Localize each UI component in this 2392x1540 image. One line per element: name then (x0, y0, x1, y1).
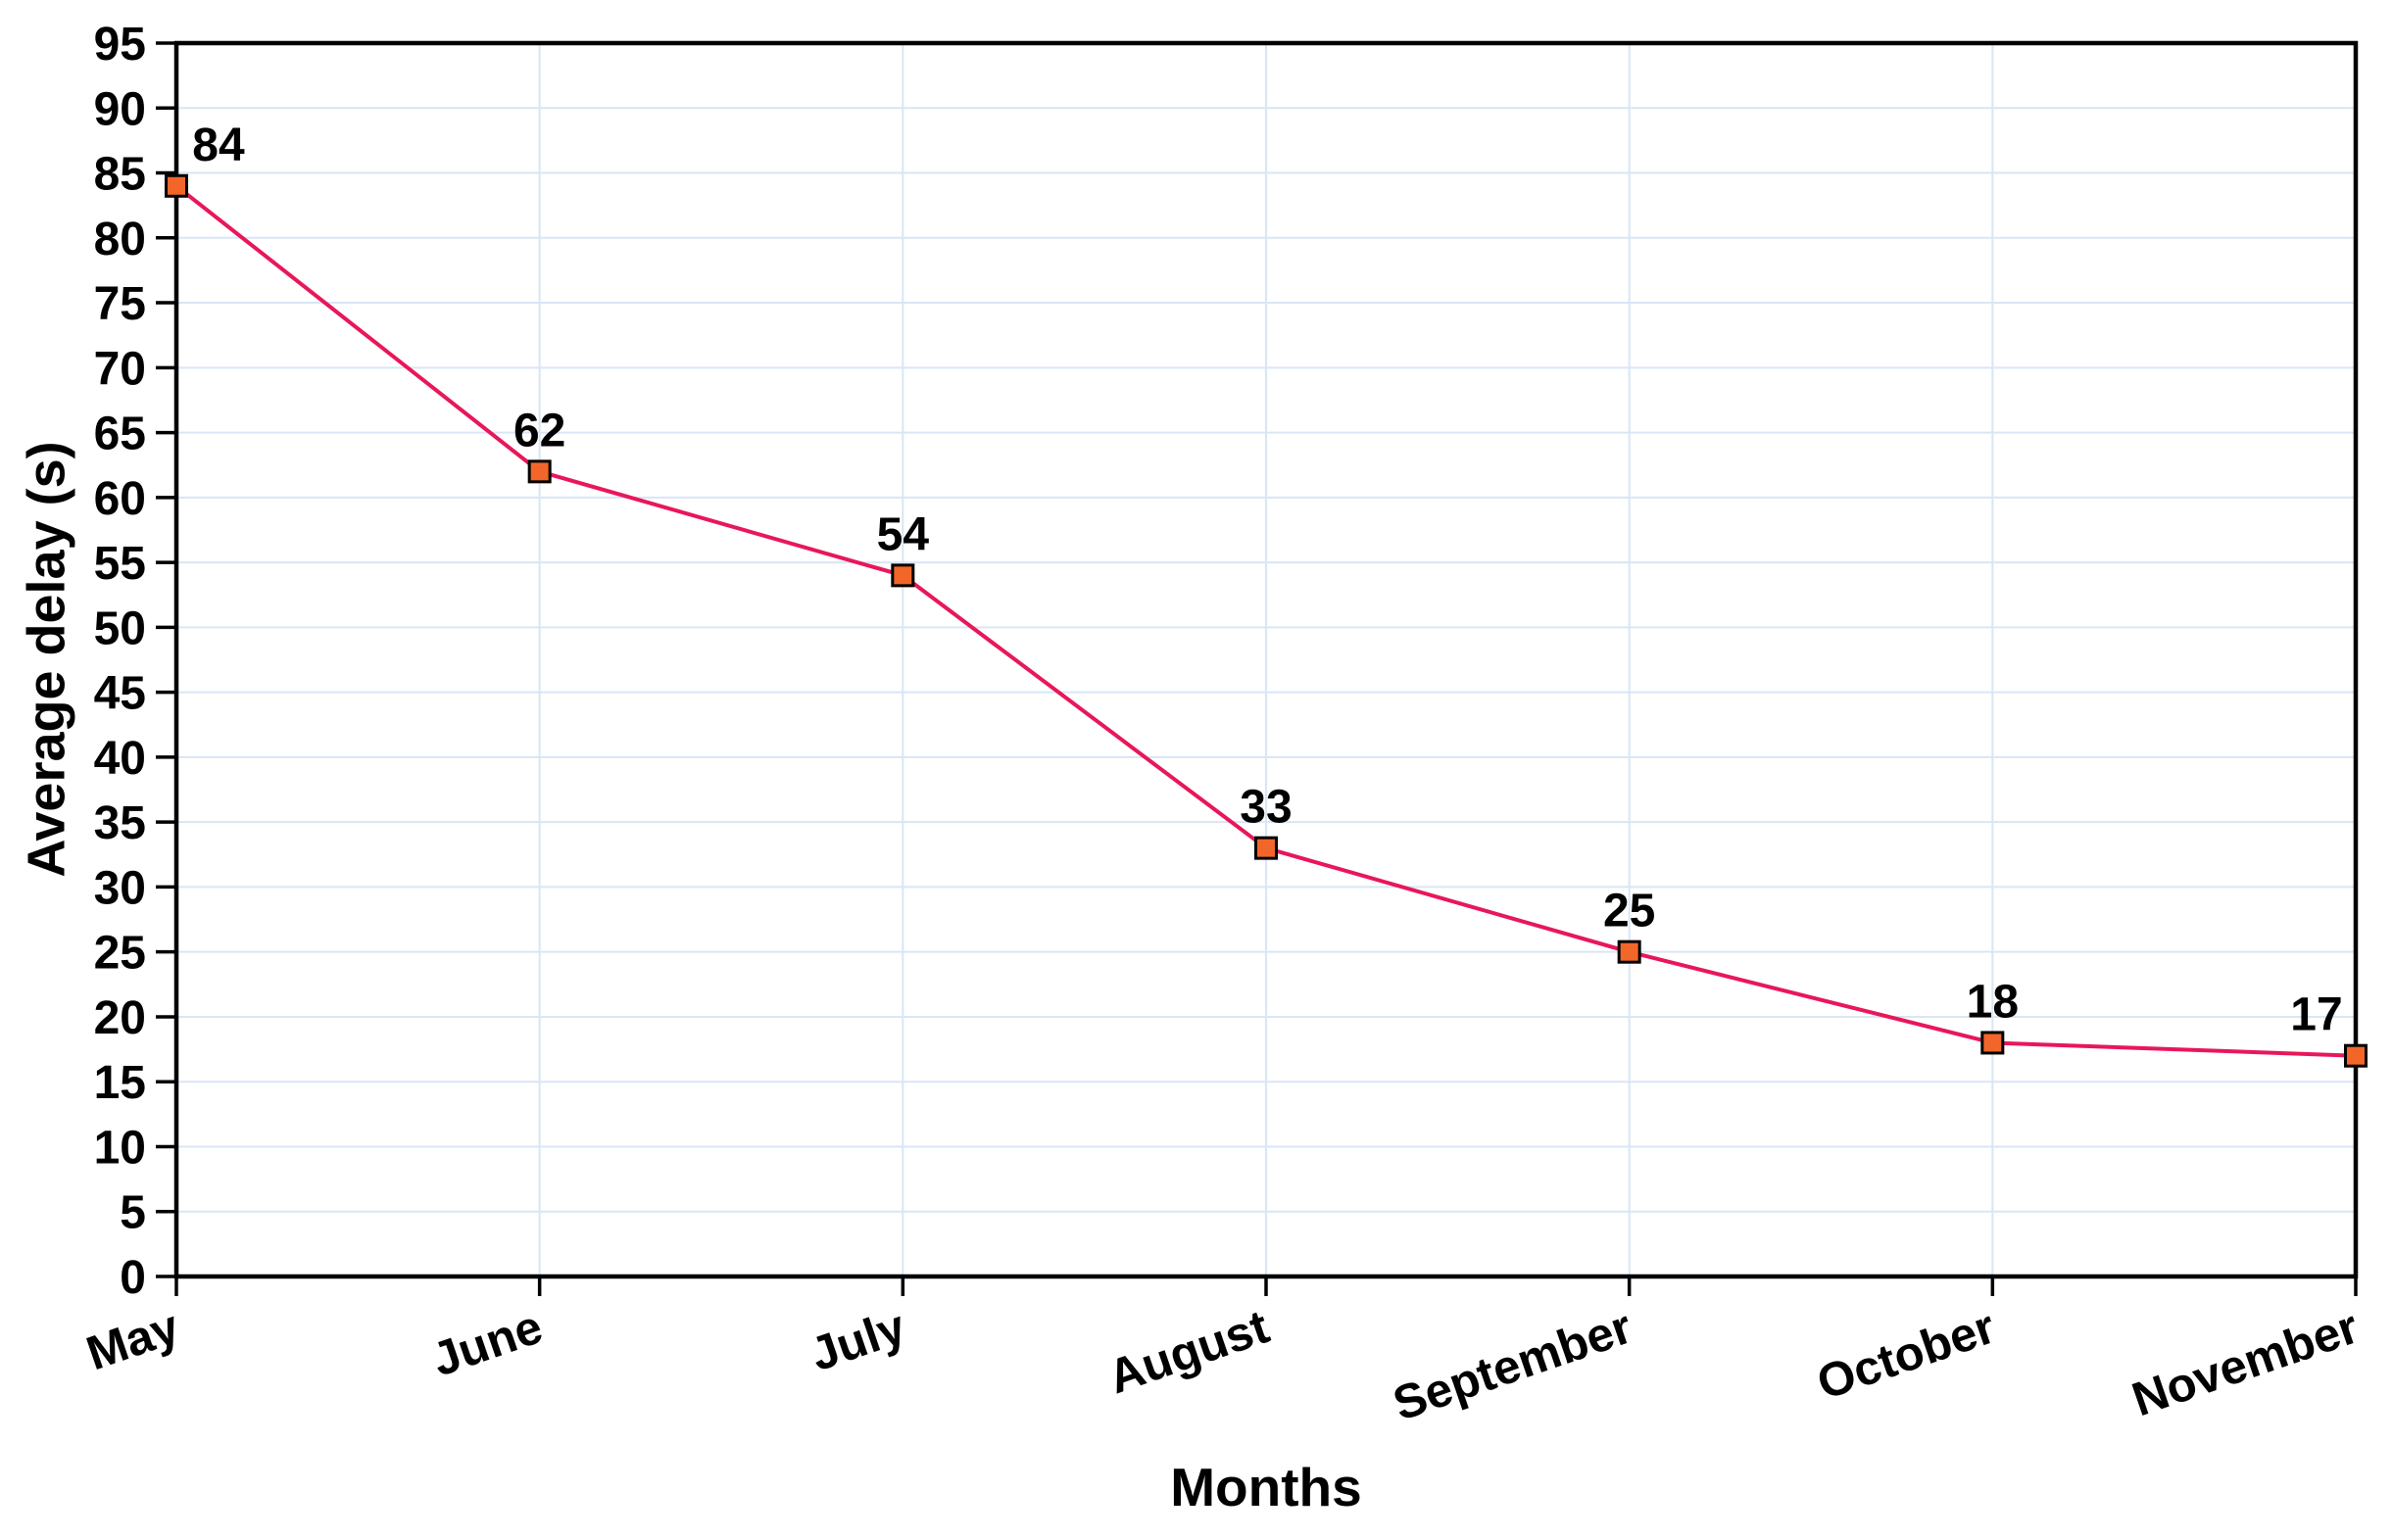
data-point-label: 84 (192, 120, 245, 171)
data-point-label: 18 (1967, 976, 2019, 1028)
y-tick-label: 0 (120, 1252, 146, 1304)
y-tick-label: 75 (94, 278, 146, 330)
x-axis-category-label: October (1811, 1300, 2002, 1410)
data-point-marker (891, 563, 915, 588)
y-tick-label: 20 (94, 992, 146, 1044)
x-axis-title: Months (1170, 1457, 1362, 1517)
y-tick-label: 5 (120, 1187, 146, 1239)
y-axis-title: Average delay (s) (17, 441, 76, 878)
data-point-label: 54 (877, 508, 930, 560)
data-point-label: 25 (1603, 886, 1655, 938)
y-tick-label: 50 (94, 602, 146, 654)
data-point-label: 62 (513, 405, 565, 457)
y-tick-label: 95 (94, 19, 146, 71)
y-tick-label: 25 (94, 928, 146, 980)
y-tick-label: 80 (94, 214, 146, 265)
y-tick-label: 10 (94, 1122, 146, 1174)
y-tick-label: 30 (94, 862, 146, 914)
x-axis-category-label: September (1387, 1300, 1638, 1431)
data-point-marker (527, 459, 552, 484)
x-axis-category-label: November (2125, 1300, 2365, 1426)
data-point-marker (1617, 939, 1641, 964)
y-tick-label: 70 (94, 343, 146, 395)
y-tick-label: 55 (94, 538, 146, 590)
y-tick-label: 60 (94, 473, 146, 525)
y-tick-label: 85 (94, 149, 146, 201)
x-axis-category-label: May (80, 1300, 186, 1380)
data-point-marker (2344, 1043, 2368, 1068)
x-axis-category-label: June (426, 1300, 550, 1386)
y-tick-label: 90 (94, 83, 146, 135)
y-tick-label: 45 (94, 668, 146, 720)
y-tick-label: 15 (94, 1057, 146, 1109)
y-tick-label: 35 (94, 797, 146, 849)
x-axis-category-label: July (805, 1300, 912, 1381)
x-axis-category-label: August (1101, 1300, 1275, 1404)
data-point-marker (1980, 1031, 2005, 1055)
data-point-marker (1254, 836, 1278, 860)
y-tick-label: 65 (94, 409, 146, 460)
data-point-marker (165, 173, 188, 198)
y-tick-label: 40 (94, 733, 146, 785)
data-point-label: 33 (1240, 782, 1292, 834)
data-point-label: 17 (2290, 989, 2342, 1041)
